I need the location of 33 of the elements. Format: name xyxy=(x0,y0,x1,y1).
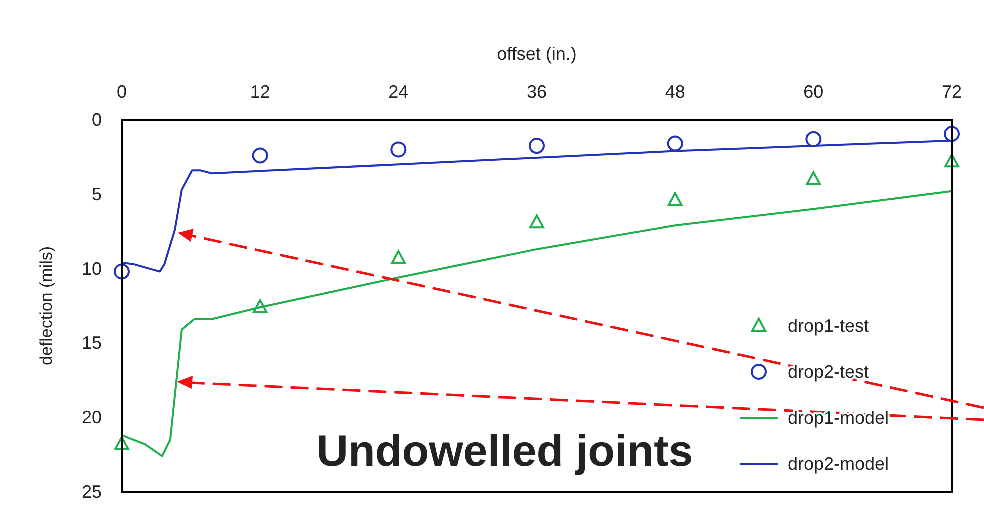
legend-label: drop2-model xyxy=(788,454,890,474)
point xyxy=(667,136,684,152)
x-tick-label: 36 xyxy=(526,82,548,102)
x-tick-label: 24 xyxy=(388,82,409,102)
x-tick-label: 48 xyxy=(665,82,686,102)
point xyxy=(391,250,406,264)
point xyxy=(668,192,683,206)
point xyxy=(806,131,822,148)
x-tick-label: 0 xyxy=(116,82,128,102)
legend-label: drop1-test xyxy=(788,316,870,336)
point xyxy=(944,126,960,142)
y-tick-label: 5 xyxy=(92,184,102,204)
point xyxy=(252,299,268,314)
point xyxy=(806,172,822,186)
point xyxy=(390,142,407,158)
y-tick-label: 10 xyxy=(82,258,102,279)
point xyxy=(252,148,268,164)
x-tick-label: 60 xyxy=(804,82,824,102)
legend-label: drop1-model xyxy=(788,408,890,428)
y-tick-label: 20 xyxy=(82,408,102,428)
point xyxy=(530,214,544,229)
x-axis-title: offset (in.) xyxy=(497,44,577,64)
y-axis-title: deflection (mils) xyxy=(37,246,56,366)
x-tick-label: 72 xyxy=(942,82,962,102)
x-tick-label: 12 xyxy=(250,82,270,102)
annotation: Undowelled joints xyxy=(316,427,694,476)
point xyxy=(114,264,130,280)
point xyxy=(114,436,130,450)
y-tick-label: 25 xyxy=(82,482,102,502)
y-tick-label: 15 xyxy=(82,333,102,354)
point xyxy=(944,154,960,168)
y-tick-label: 0 xyxy=(92,110,102,130)
point xyxy=(529,138,545,154)
